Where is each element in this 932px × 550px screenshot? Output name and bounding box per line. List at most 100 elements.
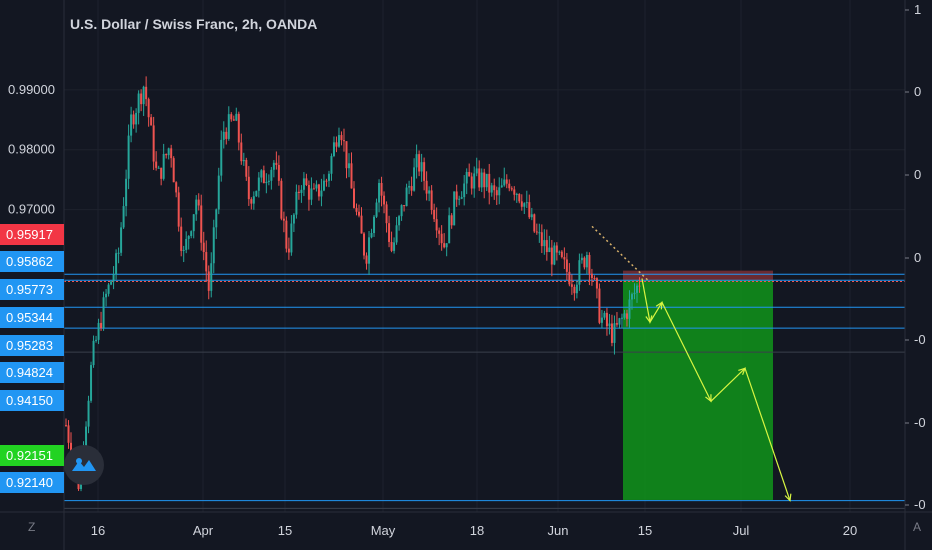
- candle-body: [488, 173, 491, 193]
- candle-body: [423, 162, 426, 181]
- candle-body: [505, 179, 508, 184]
- candle-body: [317, 184, 320, 197]
- candle-body: [197, 199, 200, 206]
- candle-body: [147, 99, 150, 118]
- candle-body: [593, 277, 596, 279]
- candle-body: [210, 263, 213, 291]
- candle-body: [525, 202, 528, 204]
- candle-body: [478, 168, 481, 188]
- candle-body: [315, 184, 318, 189]
- candle-body: [613, 323, 616, 343]
- candle-body: [252, 196, 255, 204]
- take-profit-zone: [623, 280, 773, 500]
- candle-body: [590, 273, 593, 278]
- candle-body: [165, 153, 168, 156]
- candle-body: [363, 233, 366, 256]
- candle-body: [543, 240, 546, 247]
- candle-body: [262, 170, 265, 184]
- candle-body: [513, 189, 516, 195]
- candle-body: [220, 139, 223, 176]
- candle-body: [135, 112, 138, 125]
- candle-body: [185, 238, 188, 250]
- right-tick-label: 0: [914, 84, 921, 99]
- candle-body: [448, 215, 451, 244]
- candle-body: [630, 294, 633, 300]
- candle-body: [310, 188, 313, 200]
- projection-arrowhead: [645, 315, 653, 324]
- candle-body: [340, 135, 343, 141]
- candle-body: [272, 162, 275, 170]
- candle-body: [107, 284, 110, 294]
- candle-body: [200, 205, 203, 243]
- price-tag-bg: [0, 390, 64, 411]
- candle-body: [395, 225, 398, 243]
- candle-body: [292, 214, 295, 224]
- candle-body: [620, 317, 623, 319]
- projection-arrowhead: [784, 493, 792, 502]
- candle-body: [275, 162, 278, 165]
- candle-body: [418, 154, 421, 172]
- projection-arrowhead: [655, 301, 663, 310]
- candle-body: [493, 185, 496, 191]
- price-tags: 0.95917 0.95862 0.95773 0.95344 0.95283 0.948…: [0, 224, 64, 493]
- y-tick-label: 0.97000: [8, 202, 55, 217]
- candle-body: [350, 163, 353, 189]
- candle-body: [465, 171, 468, 184]
- x-tick-label: Jun: [548, 523, 569, 538]
- candle-body: [170, 148, 173, 159]
- candle-body: [355, 207, 358, 212]
- x-tick-label: 15: [278, 523, 292, 538]
- projection-arrows: [641, 278, 792, 502]
- candle-body: [87, 400, 90, 427]
- timezone-indicator[interactable]: Z: [28, 520, 36, 534]
- candle-body: [403, 205, 406, 207]
- candle-body: [365, 255, 368, 264]
- candle-body: [182, 249, 185, 251]
- candle-body: [152, 125, 155, 162]
- candle-body: [110, 281, 113, 285]
- candle-body: [250, 199, 253, 204]
- candle-body: [237, 113, 240, 143]
- candlestick-series: [65, 76, 649, 492]
- candle-body: [548, 247, 551, 253]
- candle-body: [157, 167, 160, 169]
- x-tick-label: 18: [470, 523, 484, 538]
- price-tag-bg: [0, 224, 64, 245]
- candle-body: [232, 119, 235, 121]
- auto-scale-button[interactable]: A: [913, 520, 922, 534]
- candle-body: [450, 215, 453, 226]
- candle-body: [393, 242, 396, 251]
- candle-body: [85, 426, 88, 453]
- candle-body: [312, 188, 315, 190]
- candle-body: [125, 178, 128, 207]
- candle-body: [235, 113, 238, 121]
- candle-body: [583, 257, 586, 268]
- chart-grid: [64, 0, 905, 512]
- candle-body: [137, 93, 140, 113]
- candle-body: [90, 365, 93, 401]
- candle-body: [342, 140, 345, 142]
- candle-body: [618, 318, 621, 325]
- candle-body: [92, 340, 95, 366]
- tradingview-logo[interactable]: [64, 445, 104, 485]
- candle-body: [565, 259, 568, 272]
- candle-body: [297, 191, 300, 194]
- candle-body: [438, 230, 441, 234]
- price-tag-bg: [0, 307, 64, 328]
- candle-body: [388, 223, 391, 242]
- candle-body: [260, 170, 263, 178]
- candle-body: [132, 114, 135, 125]
- candle-body: [305, 178, 308, 186]
- candle-body: [337, 135, 340, 147]
- candle-body: [172, 158, 175, 183]
- candle-body: [575, 284, 578, 294]
- candle-body: [555, 245, 558, 253]
- candle-body: [578, 260, 581, 285]
- candle-body: [180, 226, 183, 251]
- candle-body: [227, 114, 230, 139]
- candle-body: [280, 180, 283, 219]
- candle-body: [97, 322, 100, 340]
- candle-body: [520, 201, 523, 207]
